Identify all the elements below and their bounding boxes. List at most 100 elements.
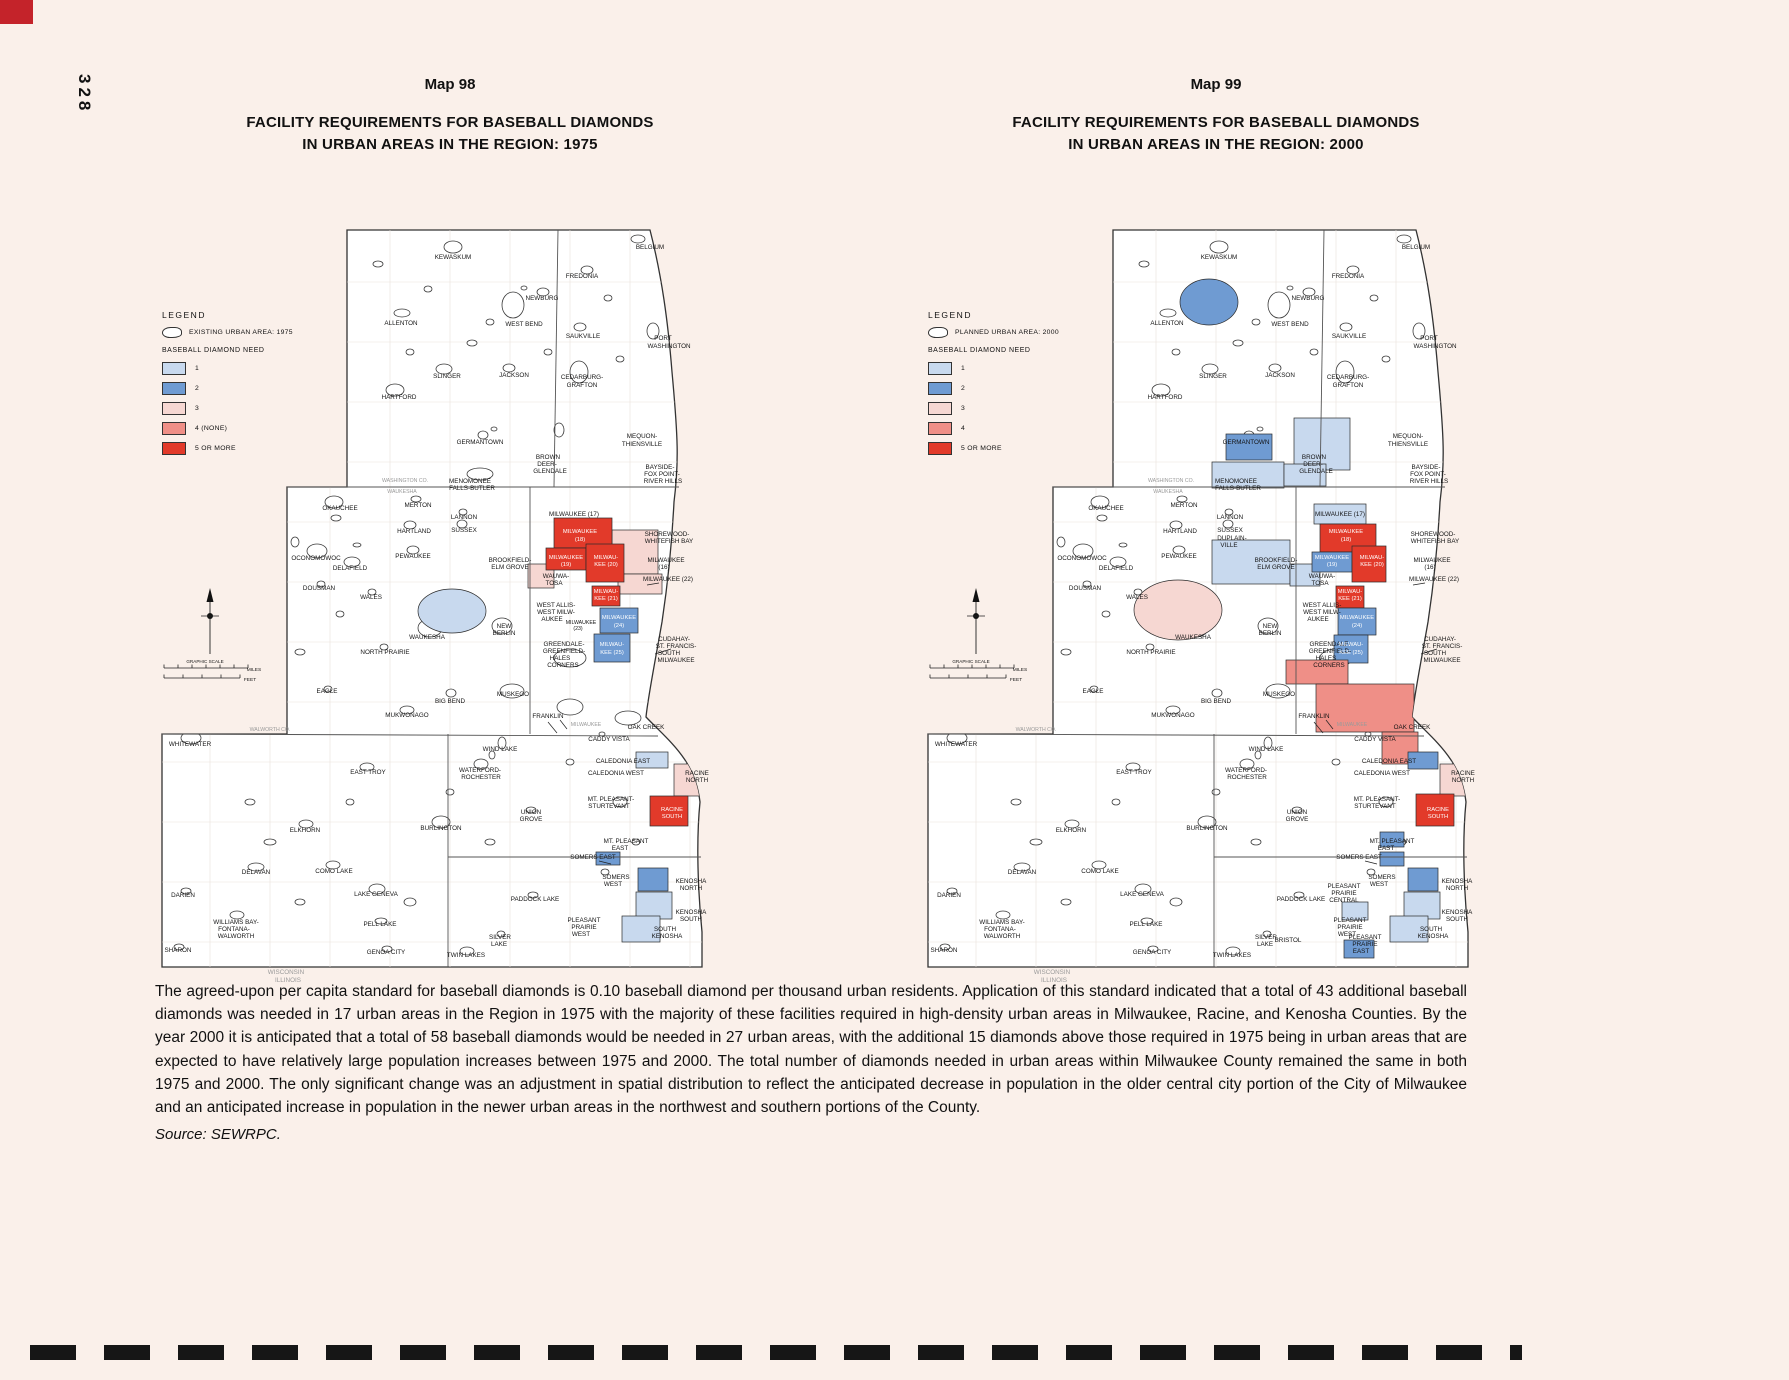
map-label: MILWAUKEE — [1340, 615, 1374, 621]
need-area — [1333, 634, 1369, 664]
urban-area-blob — [1171, 348, 1181, 356]
map-label: MILWAUKEE — [1423, 657, 1460, 664]
urban-area-blob — [1133, 588, 1143, 596]
map-label: SOUTH — [658, 650, 680, 657]
legend-item: 5 OR MORE — [928, 442, 1098, 455]
need-area — [617, 573, 663, 595]
map-label: LAKE GENEVA — [1120, 891, 1164, 898]
map-label: BIG BEND — [435, 698, 466, 705]
need-area — [591, 585, 621, 607]
map-label: PORT — [654, 335, 672, 342]
legend-color-swatch — [162, 362, 186, 375]
urban-area-blob — [1145, 643, 1155, 651]
urban-area-blob — [1134, 883, 1152, 895]
legend-item: 4 (NONE) — [162, 422, 332, 435]
map-label: KEE (20) — [594, 562, 618, 568]
urban-area-blob — [536, 287, 550, 297]
urban-area-blob — [1147, 945, 1159, 953]
urban-area-blob — [497, 736, 507, 750]
need-area — [1315, 683, 1415, 733]
map-label: WEST ALLIS- — [1303, 602, 1342, 609]
urban-area-blob — [1225, 946, 1241, 956]
map-label: STURTEVANT — [1354, 803, 1396, 810]
urban-area-blob — [1060, 898, 1072, 906]
map-label: KENOSHA — [676, 909, 708, 916]
map-label: MT. PLEASANT — [1370, 838, 1415, 845]
urban-area-blob — [1064, 819, 1080, 829]
map-label: GERMANTOWN — [457, 439, 504, 446]
urban-area-blob — [466, 467, 494, 481]
urban-area-blob — [1072, 543, 1094, 559]
urban-area-blob — [485, 318, 495, 326]
urban-area-blob — [323, 685, 333, 693]
urban-area-blob — [1109, 556, 1127, 568]
map-label: MILES — [247, 667, 261, 673]
map-label: CALEDONIA EAST — [1362, 758, 1416, 765]
leader-line — [1412, 582, 1426, 586]
urban-area-blob — [306, 543, 328, 559]
map-label: OKAUCHEE — [322, 505, 357, 512]
map-label: SUSSEX — [1217, 527, 1243, 534]
map-label: WISCONSIN — [268, 969, 305, 976]
need-area — [1403, 891, 1441, 920]
map-label: WEST BEND — [505, 321, 543, 328]
map-label: ALLENTON — [1150, 320, 1184, 327]
map-label: SOMERS — [602, 874, 629, 881]
page-number: 328 — [75, 74, 94, 115]
map-label: NORTH PRAIRIE — [360, 649, 409, 656]
need-area — [621, 915, 661, 943]
urban-area-blob — [325, 860, 341, 870]
map-label: MILWAUKEE (17) — [549, 511, 599, 518]
map-label: GREENFIELD- — [1309, 648, 1351, 655]
map-label: HARTFORD — [1148, 394, 1183, 401]
urban-area-blob — [1118, 542, 1128, 548]
map-label: WALES — [360, 594, 382, 601]
legend-color-swatch — [928, 422, 952, 435]
urban-area-blob — [543, 348, 553, 356]
map-label: WAUKESHA — [1175, 634, 1212, 641]
map-label: DOUSMAN — [303, 585, 336, 592]
map-label: MILWAUKEE — [566, 620, 597, 626]
map-label: MILWAU- — [594, 589, 619, 595]
map-label: MILWAUKEE — [1329, 529, 1363, 535]
legend-color-swatch — [928, 442, 952, 455]
legend-color-swatch — [928, 402, 952, 415]
map-label: FALLS-BUTLER — [449, 485, 495, 492]
map-label: SOUTH — [1424, 650, 1446, 657]
map-label: (16) — [658, 564, 669, 571]
map-label: MILWAUKEE — [602, 615, 636, 621]
urban-area-blob — [1209, 240, 1229, 254]
map-canvas: KEWASKUM BELGIUM FREDONIA NEWBURG ALLENTON WE… — [150, 202, 750, 992]
map-label: GREENFIELD- — [543, 648, 585, 655]
map-label: CEDARBURG- — [561, 374, 603, 381]
legend-item-label: 4 (NONE) — [195, 425, 228, 432]
urban-area-symbol — [162, 327, 182, 338]
map-label: (18) — [575, 537, 585, 543]
urban-area-blob — [1082, 580, 1092, 588]
urban-area-blob — [1224, 508, 1234, 516]
county-boundary — [161, 733, 659, 737]
urban-area-blob — [1257, 617, 1279, 635]
need-area — [1379, 831, 1405, 848]
map-label: LAKE — [491, 941, 507, 948]
map-label: LAKE GENEVA — [354, 891, 398, 898]
urban-area-blob — [1381, 355, 1391, 363]
map-label: RACINE — [1427, 807, 1449, 813]
map-label: WASHINGTON CO. — [382, 478, 428, 484]
need-area — [1381, 731, 1419, 765]
urban-area-blob — [379, 643, 389, 651]
urban-area-blob — [431, 815, 451, 829]
map-legend: LEGEND PLANNED URBAN AREA: 2000 BASEBALL… — [928, 310, 1098, 462]
map-label: GRAPHIC SCALE — [952, 659, 989, 664]
urban-area-blob — [496, 930, 506, 938]
legend-item-label: 5 OR MORE — [961, 445, 1002, 452]
map-label: MENOMONEE — [1215, 478, 1257, 485]
map-label: WAUWA- — [543, 573, 569, 580]
map-label: PELL LAKE — [1129, 921, 1162, 928]
urban-area-blob — [458, 508, 468, 516]
map-label: WEST ALLIS- — [537, 602, 576, 609]
map-label: MEQUON- — [627, 433, 657, 440]
legend-item: 3 — [928, 402, 1098, 415]
map-title: FACILITY REQUIREMENTS FOR BASEBALL DIAMO… — [916, 112, 1516, 156]
urban-area-blob — [247, 862, 265, 872]
